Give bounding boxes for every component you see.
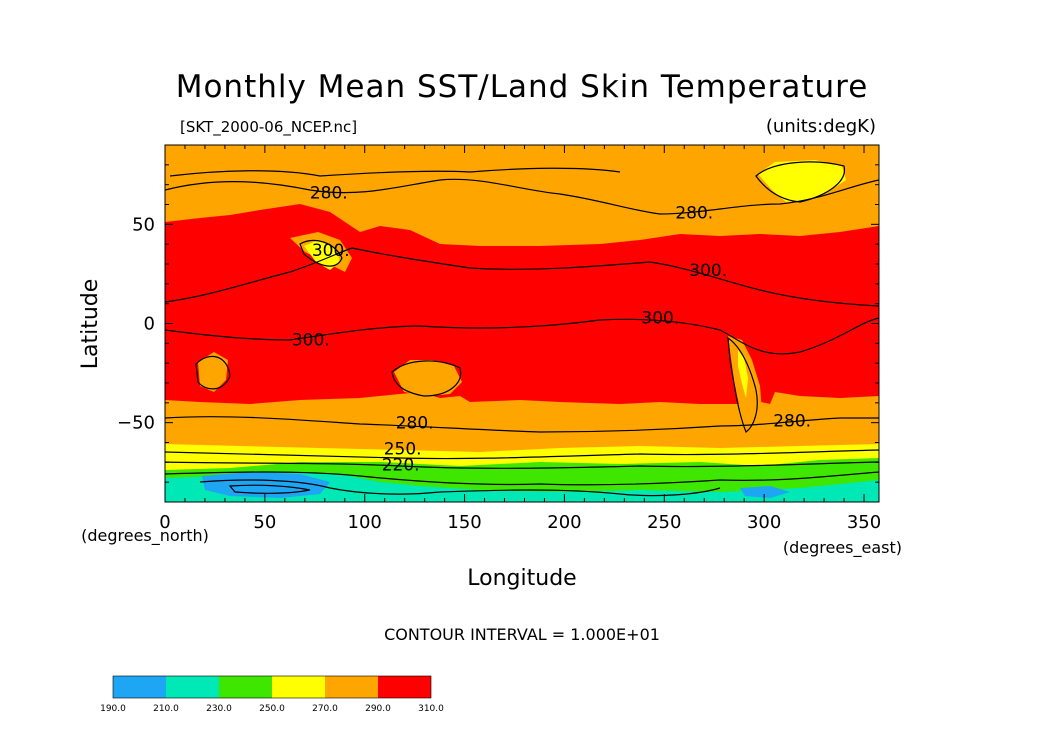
- contour-label: 300.: [312, 241, 350, 261]
- colorbar-frame: [112, 675, 432, 699]
- contour-lines: [165, 161, 879, 497]
- contour-280-arctic: [169, 167, 621, 177]
- blue-patch-east: [740, 486, 790, 498]
- x-tick-label: 0: [159, 512, 170, 533]
- contour-australia: [391, 360, 462, 397]
- australia-orange-patch: [394, 360, 462, 396]
- y-unit-label: (degrees_north): [81, 526, 209, 546]
- colorbar: 190.0 210.0 230.0 250.0 270.0 290.0 310.0: [100, 675, 444, 714]
- contour-230: [165, 471, 879, 486]
- contour-250: [165, 461, 879, 469]
- colorbar-tick-label: 310.0: [418, 704, 444, 714]
- x-axis-title: Longitude: [467, 566, 576, 591]
- x-unit-label: (degrees_east): [783, 538, 902, 558]
- x-axis: 0 50 100 150 200 250 300 350: [159, 145, 881, 533]
- contour-africa-south: [195, 355, 231, 390]
- colorbar-tick-label: 210.0: [153, 704, 179, 714]
- contour-300-north: [165, 247, 879, 307]
- contour-210: [228, 484, 311, 494]
- colorbar-swatch: [378, 676, 431, 698]
- contour-label: 280.: [310, 184, 348, 204]
- colorbar-tick-label: 290.0: [365, 704, 391, 714]
- contour-260: [165, 449, 879, 460]
- contour-andes: [727, 336, 758, 433]
- contour-label: 300.: [689, 261, 727, 281]
- chart-title: Monthly Mean SST/Land Skin Temperature: [176, 69, 869, 105]
- greenland-yellow: [758, 160, 846, 202]
- contour-300-south: [165, 317, 879, 355]
- y-axis-title: Latitude: [78, 279, 103, 370]
- teal-band: [165, 472, 879, 502]
- colorbar-swatch: [113, 676, 166, 698]
- x-tick-label: 300: [747, 512, 781, 533]
- contour-label: 220.: [382, 455, 420, 475]
- x-tick-label: 200: [547, 512, 581, 533]
- file-label: [SKT_2000-06_NCEP.nc]: [180, 118, 357, 137]
- contour-interval-label: CONTOUR INTERVAL = 1.000E+01: [384, 625, 660, 644]
- x-tick-label: 350: [847, 512, 881, 533]
- colorbar-tick-label: 190.0: [100, 704, 126, 714]
- contour-label: 280.: [773, 412, 811, 432]
- south-africa-orange-patch: [198, 352, 228, 392]
- contour-tibet: [299, 239, 343, 267]
- colorbar-swatch: [166, 676, 219, 698]
- colorbar-tick-label: 270.0: [312, 704, 338, 714]
- y-tick-label: −50: [117, 413, 155, 434]
- tibet-yellow-patch: [304, 240, 340, 270]
- units-label: (units:degK): [766, 116, 876, 137]
- contour-label: 250.: [384, 439, 422, 459]
- y-axis: −50 0 50: [117, 164, 879, 483]
- temperature-field: [165, 145, 879, 502]
- y-tick-label: 0: [144, 314, 155, 335]
- contour-label: 280.: [396, 414, 434, 434]
- contour-label: 300.: [641, 309, 679, 329]
- contour-280-south: [165, 416, 879, 433]
- contour-label: 300.: [292, 330, 330, 350]
- colorbar-swatch: [325, 676, 378, 698]
- contour-280-north: [165, 178, 879, 215]
- x-tick-label: 150: [447, 512, 481, 533]
- contour-labels: 280. 280. 300. 300. 300. 300. 280. 280. 250.220.: [292, 184, 811, 476]
- colorbar-tick-label: 250.0: [259, 704, 285, 714]
- colorbar-swatch: [272, 676, 325, 698]
- contour-greenland: [755, 161, 845, 203]
- y-tick-label: 50: [132, 214, 155, 235]
- contour-label: 280.: [675, 203, 713, 223]
- contour-220: [199, 479, 721, 497]
- x-tick-label: 250: [647, 512, 681, 533]
- colorbar-tick-label: 230.0: [206, 704, 232, 714]
- andes-yellow-strip: [738, 350, 748, 398]
- x-tick-label: 50: [253, 512, 276, 533]
- x-tick-label: 100: [348, 512, 382, 533]
- colorbar-swatch: [219, 676, 272, 698]
